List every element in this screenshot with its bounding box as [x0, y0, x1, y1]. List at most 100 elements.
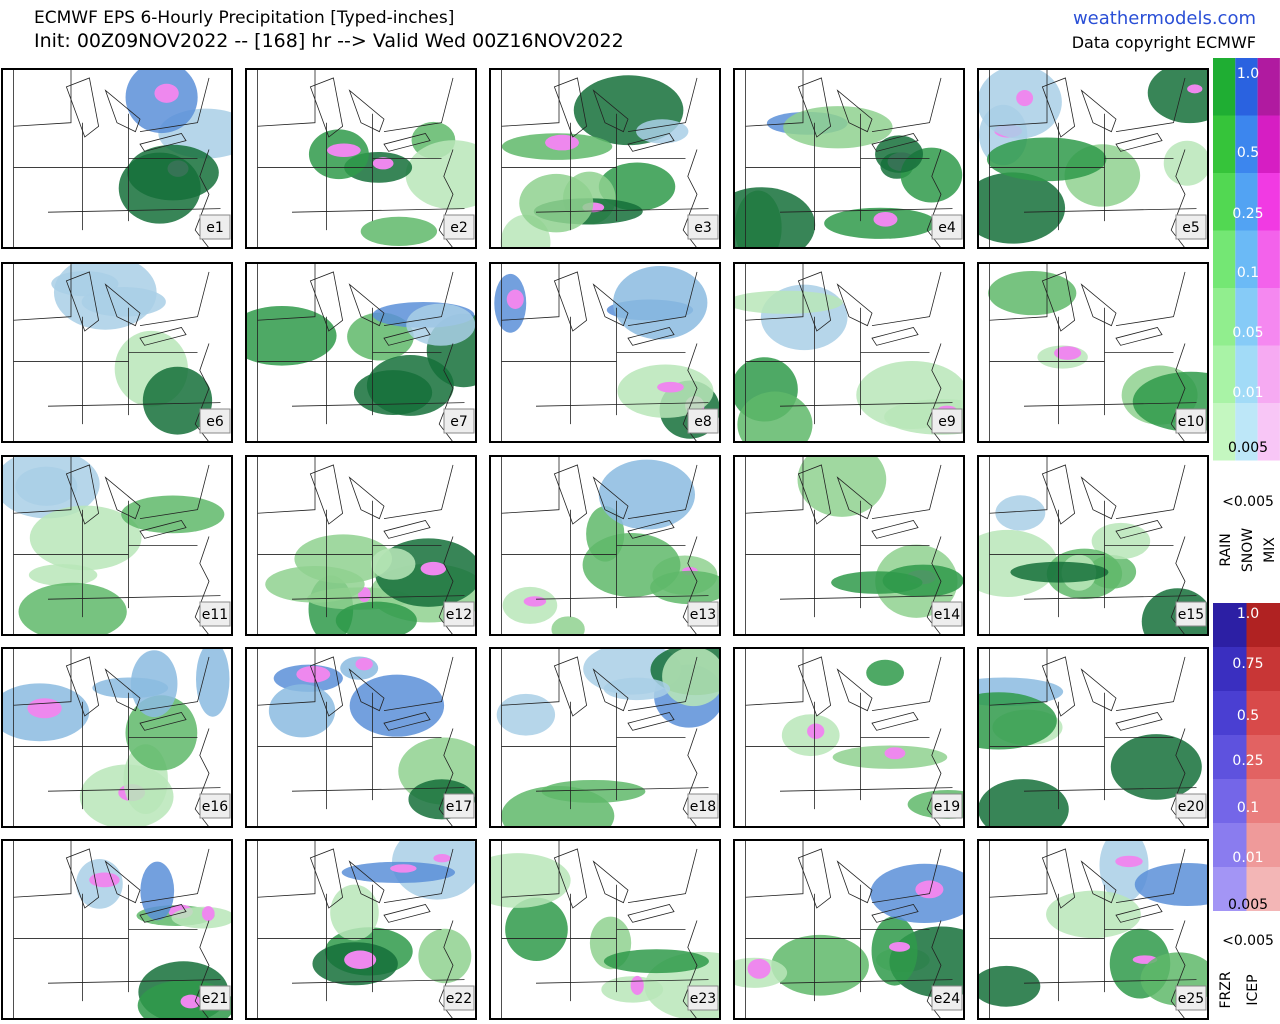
legend: 1.0 0.5 0.25 0.1 0.05 0.01 0.005 <0.005 RAIN SNOW… [1213, 58, 1280, 1009]
state-border [989, 456, 1048, 514]
member-label: e13 [690, 607, 716, 623]
mix-area [89, 872, 120, 888]
state-border [257, 840, 316, 898]
panel-border [977, 647, 1209, 828]
great-lakes [65, 77, 187, 152]
colorbar-cell [1257, 345, 1280, 403]
state-border [501, 840, 560, 898]
precip-area [783, 106, 893, 149]
state-border [779, 595, 953, 600]
colorbar-cell [1257, 173, 1280, 231]
precip-area [1147, 69, 1208, 124]
member-label: e9 [938, 414, 956, 430]
member-label: e16 [202, 799, 229, 815]
state-border [13, 456, 72, 514]
great-lakes [553, 848, 675, 923]
state-border [745, 648, 804, 706]
mix-area [630, 975, 644, 995]
state-border [779, 787, 953, 792]
great-lakes [309, 77, 431, 152]
state-border [871, 656, 942, 712]
state-border [291, 595, 465, 600]
panel-border [1, 68, 233, 249]
colorbar-label: 1.0 [1237, 66, 1259, 82]
panel-border [733, 68, 965, 249]
colorbar-label: 0.25 [1232, 753, 1263, 769]
colorbar-label: 1.0 [1237, 606, 1259, 622]
map-panel [734, 648, 964, 827]
precip-area [882, 564, 964, 597]
great-lakes [309, 656, 431, 731]
precip-area [866, 659, 904, 686]
colorbar-cell [1213, 691, 1247, 735]
mix-area [372, 157, 394, 170]
precip-area [418, 928, 472, 984]
great-lakes [1041, 271, 1163, 346]
member-label: e24 [934, 991, 961, 1007]
state-border [257, 648, 316, 706]
state-border [1115, 464, 1186, 520]
member-label: e21 [202, 991, 228, 1007]
panel-border [733, 455, 965, 636]
member-box [443, 408, 475, 434]
precip-area [875, 135, 923, 173]
member-label: e17 [446, 799, 472, 815]
precip-area [650, 570, 720, 605]
state-border [501, 648, 560, 706]
mix-area [889, 942, 910, 952]
member-box [687, 793, 719, 819]
mix-area [657, 381, 684, 393]
panel-border [977, 455, 1209, 636]
member-box [443, 214, 475, 240]
map-panel [246, 263, 476, 442]
panel-border [245, 262, 477, 443]
state-border [871, 271, 942, 327]
map-panel [246, 840, 476, 1019]
colorbar-cell [1257, 115, 1280, 173]
mix-area [433, 853, 451, 863]
panel-border [245, 839, 477, 1020]
colorbar-cell [1246, 779, 1280, 823]
map-panel [734, 456, 964, 635]
map-panel [490, 840, 720, 1019]
precip-area [1110, 734, 1202, 800]
state-border [13, 263, 72, 321]
colorbar-cell [1213, 403, 1236, 461]
precip-area [541, 779, 646, 803]
great-lakes [1041, 848, 1163, 923]
colorbar-cell [1213, 230, 1236, 288]
map-panel [490, 456, 720, 635]
mix-area [915, 880, 944, 899]
great-lakes [309, 464, 431, 539]
precip-area [349, 674, 445, 737]
colorbar-cell [1246, 691, 1280, 735]
panel-border [489, 647, 721, 828]
state-border [501, 456, 560, 514]
panel-border [1, 647, 233, 828]
precip-area [171, 906, 232, 929]
state-border [627, 77, 698, 133]
state-border [535, 402, 709, 407]
state-border [501, 263, 560, 321]
state-border [139, 77, 210, 133]
member-box [1175, 214, 1207, 240]
precip-area [988, 271, 1077, 316]
map-panel [978, 648, 1208, 827]
member-box [443, 793, 475, 819]
colorbar-cell [1257, 58, 1280, 116]
mix-area [1016, 90, 1034, 107]
mix-area [807, 723, 825, 739]
map-panel [734, 69, 964, 248]
copyright: Data copyright ECMWF [1072, 33, 1256, 52]
mix-area [747, 958, 771, 979]
type-label: RAIN [1218, 533, 1234, 566]
state-border [1115, 848, 1186, 904]
great-lakes [797, 77, 919, 152]
member-box [199, 985, 231, 1011]
state-border [535, 208, 709, 213]
member-box [1175, 793, 1207, 819]
member-box [1175, 408, 1207, 434]
panel-border [489, 455, 721, 636]
state-border [871, 464, 942, 520]
member-label: e19 [934, 799, 960, 815]
